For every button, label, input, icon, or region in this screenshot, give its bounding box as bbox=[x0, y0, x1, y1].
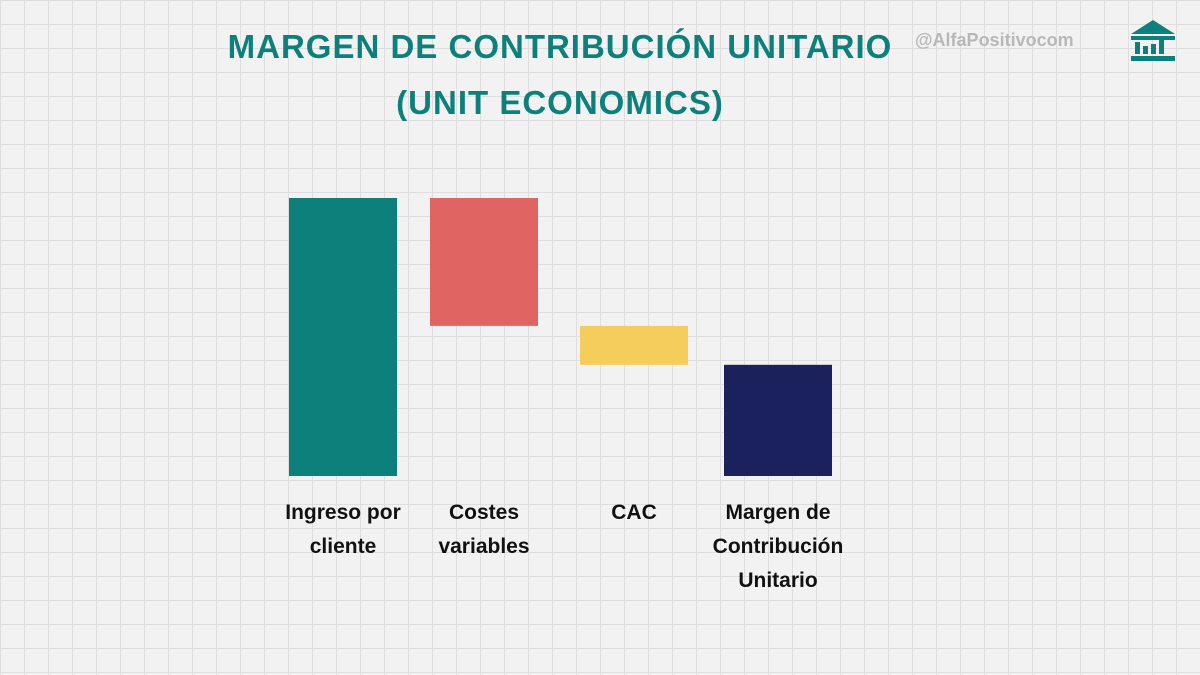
logo-icon bbox=[1131, 20, 1175, 61]
chart-subtitle: (UNIT ECONOMICS) bbox=[396, 84, 724, 121]
bar bbox=[430, 198, 538, 326]
chart-title: MARGEN DE CONTRIBUCIÓN UNITARIO bbox=[227, 28, 893, 65]
x-tick-label: CAC bbox=[611, 501, 657, 524]
bar bbox=[724, 364, 832, 476]
x-tick-label: Ingreso por cliente bbox=[285, 501, 401, 558]
x-tick-label: Costes variables bbox=[438, 501, 530, 558]
watermark: @AlfaPositivocom bbox=[915, 30, 1074, 50]
bar bbox=[580, 325, 688, 365]
bar bbox=[289, 198, 397, 476]
x-tick-label: Margen de Contribución Unitario bbox=[712, 501, 844, 592]
